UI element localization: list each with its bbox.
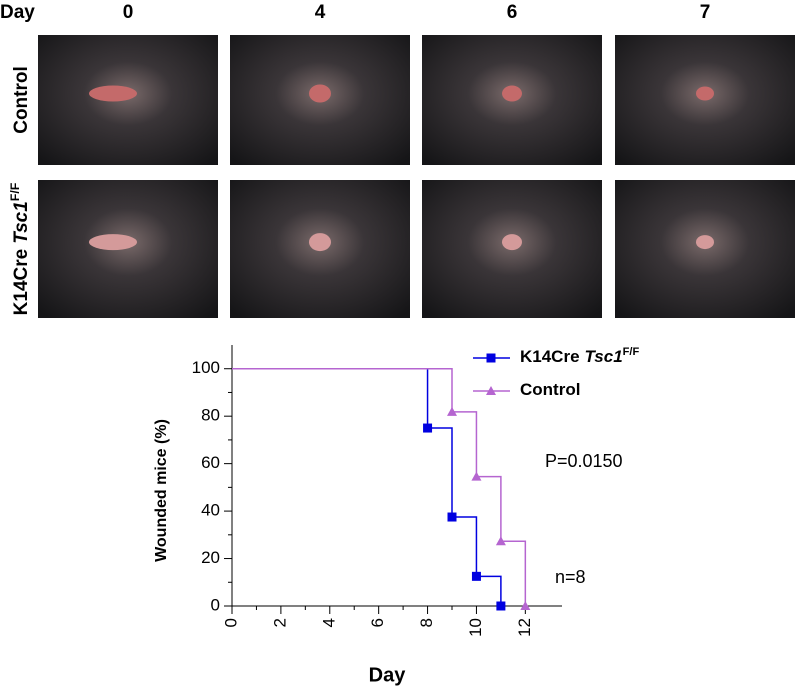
wound (89, 85, 137, 102)
y-tick-label: 0 (211, 595, 220, 614)
label: K14Cre Tsc1F/F (8, 182, 32, 315)
label-text: K14Cre (520, 347, 580, 366)
chart: 0 20 40 60 80 100 0 2 4 6 8 10 12 Day Wounded mice (%)… (153, 345, 639, 686)
y-tick-label: 20 (201, 548, 220, 567)
x-axis-label: Day (369, 664, 407, 686)
step-line (452, 411, 478, 477)
y-tick-label: 100 (192, 358, 220, 377)
marker (471, 571, 481, 581)
step-line (476, 475, 502, 542)
marker (520, 601, 531, 610)
step-line (427, 427, 453, 518)
label-superscript: F/F (623, 346, 640, 358)
wound (696, 235, 714, 250)
y-axis-label: Wounded mice (%) (153, 419, 170, 562)
x-tick-label: 10 (466, 618, 485, 637)
y-tick-label: 80 (201, 406, 220, 425)
label-text: Control (520, 380, 580, 399)
step-line (232, 367, 429, 429)
photo-grid: Day 0 4 6 7 Control K14Cre Tsc1F/F (0, 2, 795, 318)
column-label: 7 (700, 2, 711, 23)
wound (89, 234, 137, 251)
wound (696, 86, 714, 101)
legend-marker (486, 353, 496, 363)
y-tick-label: 60 (201, 453, 220, 472)
y-tick-label: 40 (201, 501, 220, 520)
annotation: P=0.0150 (545, 451, 623, 471)
wound (309, 84, 331, 103)
wound (309, 233, 331, 252)
marker (495, 536, 506, 546)
annotation: n=8 (555, 567, 586, 587)
x-tick-label: 0 (221, 618, 240, 627)
marker (471, 471, 482, 481)
step-line (452, 516, 478, 577)
marker (447, 406, 457, 416)
photo (38, 35, 218, 165)
label-superscript: F/F (8, 182, 22, 201)
photo (38, 180, 218, 318)
x-tick-label: 12 (515, 618, 534, 637)
label-text: Control (11, 66, 32, 134)
x-tick-label: 4 (319, 618, 338, 627)
marker (447, 512, 457, 522)
x-tick-label: 6 (368, 618, 387, 627)
label: Control (11, 66, 32, 134)
label: K14Cre Tsc1F/F (520, 346, 639, 367)
column-label: 0 (123, 2, 134, 23)
label-gene: Tsc1 (585, 347, 623, 366)
x-tick-label: 8 (417, 618, 436, 627)
column-label: 6 (507, 2, 518, 23)
header: Day (0, 2, 35, 23)
label-gene: Tsc1 (11, 201, 32, 244)
column-label: 4 (315, 2, 326, 23)
legend-marker (486, 386, 496, 395)
label-text: K14Cre (11, 249, 32, 316)
step-line (476, 575, 502, 606)
wound (502, 234, 522, 251)
x-tick-label: 2 (270, 618, 289, 627)
step-line (232, 367, 453, 412)
label: Control (520, 380, 580, 399)
marker (496, 601, 506, 611)
wound (502, 85, 522, 102)
marker (423, 423, 433, 433)
step-line (500, 540, 527, 606)
